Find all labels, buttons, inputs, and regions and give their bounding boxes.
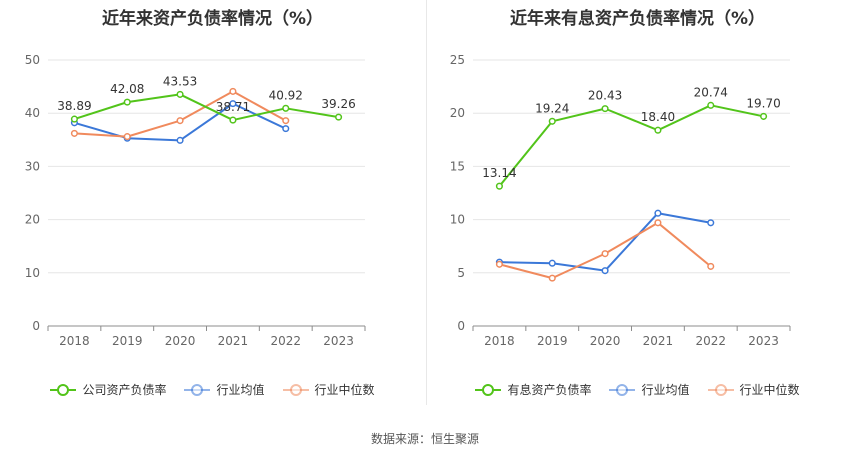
x-tick-label: 2018 (484, 334, 515, 348)
data-label: 43.53 (163, 74, 197, 88)
series-2-point[interactable] (654, 219, 662, 227)
series-0-point[interactable] (707, 101, 715, 109)
x-tick-label: 2020 (165, 334, 196, 348)
series-1-point[interactable] (654, 209, 662, 217)
y-tick-label: 50 (25, 53, 40, 67)
legend-marker-icon (50, 383, 77, 396)
legend-item-2[interactable]: 行业中位数 (707, 381, 800, 398)
series-0-point[interactable] (654, 126, 662, 134)
x-tick-label: 2023 (748, 334, 779, 348)
data-label: 39.26 (321, 97, 355, 111)
series-2-point[interactable] (70, 129, 78, 137)
series-0-point[interactable] (760, 112, 768, 120)
series-line-1 (499, 212, 711, 272)
right-chart-legend: 有息资产负债率 行业均值 行业中位数 (425, 381, 850, 398)
series-0-point[interactable] (601, 105, 609, 113)
x-tick-label: 2021 (643, 334, 674, 348)
x-tick-label: 2022 (270, 334, 301, 348)
legend-marker-icon (184, 383, 211, 396)
series-0-point[interactable] (548, 117, 556, 125)
y-tick-label: 25 (450, 53, 465, 67)
series-1-point[interactable] (601, 267, 609, 275)
series-line-0 (498, 104, 764, 187)
y-tick-label: 10 (25, 266, 40, 280)
series-2-point[interactable] (707, 262, 715, 270)
series-2-point[interactable] (282, 117, 290, 125)
y-tick-label: 40 (25, 106, 40, 120)
legend-item-1[interactable]: 行业均值 (184, 381, 265, 398)
data-source-note: 数据来源：恒生聚源 (370, 432, 479, 446)
series-1-point[interactable] (176, 136, 184, 144)
x-tick-label: 2022 (695, 334, 726, 348)
series-0-point[interactable] (495, 182, 503, 190)
data-label: 13.14 (482, 166, 516, 180)
x-tick-label: 2019 (537, 334, 568, 348)
series-0-point[interactable] (229, 116, 237, 124)
data-label: 42.08 (110, 82, 144, 96)
y-tick-label: 20 (450, 106, 465, 120)
legend-label: 行业中位数 (739, 383, 800, 397)
series-1-point[interactable] (548, 259, 556, 267)
x-tick-label: 2019 (112, 334, 143, 348)
y-tick-label: 10 (450, 213, 465, 227)
right-chart-title: 近年来有息资产负债率情况（%） (509, 9, 766, 29)
data-label: 20.74 (694, 85, 728, 99)
legend-label: 行业均值 (216, 383, 265, 397)
y-tick-label: 0 (457, 319, 465, 333)
right-line-chart: 0 5 10 15 20 25 2018 2019 2020 2021 2022 2023 13.14 1… (450, 53, 791, 348)
legend-label: 行业中位数 (314, 383, 375, 397)
data-label: 19.24 (535, 101, 569, 115)
y-tick-label: 30 (25, 159, 40, 173)
legend-marker-icon (609, 383, 636, 396)
series-0-point[interactable] (282, 104, 290, 112)
series-0-point[interactable] (70, 115, 78, 123)
series-2-point[interactable] (548, 274, 556, 282)
left-chart-title: 近年来资产负债率情况（%） (101, 9, 324, 29)
legend-item-2[interactable]: 行业中位数 (282, 381, 375, 398)
legend-marker-icon (282, 383, 309, 396)
data-label: 38.71 (216, 100, 250, 114)
y-tick-label: 0 (32, 319, 40, 333)
legend-marker-icon (707, 383, 734, 396)
series-2-point[interactable] (176, 117, 184, 125)
left-chart-panel: 近年来资产负债率情况（%） 0 10 20 30 40 50 2018 2019 2020 202… (0, 0, 425, 420)
y-tick-label: 15 (450, 159, 465, 173)
series-1-point[interactable] (282, 125, 290, 133)
right-chart-panel: 近年来有息资产负债率情况（%） 0 5 10 15 20 25 2018 2019 2020 20… (425, 0, 850, 420)
legend-item-0[interactable]: 公司资产负债率 (50, 381, 166, 398)
y-tick-label: 5 (457, 266, 465, 280)
series-2-point[interactable] (229, 87, 237, 95)
legend-item-0[interactable]: 有息资产负债率 (475, 381, 591, 398)
series-0-point[interactable] (335, 113, 343, 121)
x-tick-label: 2023 (323, 334, 354, 348)
x-tick-label: 2021 (218, 334, 249, 348)
left-line-chart: 0 10 20 30 40 50 2018 2019 2020 2021 2022 2023 38.89… (25, 53, 366, 348)
legend-label: 公司资产负债率 (82, 383, 167, 397)
series-0-point[interactable] (176, 90, 184, 98)
legend-item-1[interactable]: 行业均值 (609, 381, 690, 398)
series-line-0 (74, 93, 339, 122)
data-label: 38.89 (57, 99, 91, 113)
series-1-point[interactable] (707, 219, 715, 227)
series-0-point[interactable] (123, 98, 131, 106)
y-tick-label: 20 (25, 213, 40, 227)
legend-label: 行业均值 (641, 383, 690, 397)
series-2-point[interactable] (495, 260, 503, 268)
data-label: 19.70 (746, 96, 780, 110)
data-label: 18.40 (641, 110, 675, 124)
series-2-point[interactable] (601, 250, 609, 258)
x-tick-label: 2020 (590, 334, 621, 348)
data-label: 20.43 (588, 89, 622, 103)
x-tick-label: 2018 (59, 334, 90, 348)
legend-label: 有息资产负债率 (507, 383, 592, 397)
series-2-point[interactable] (123, 133, 131, 141)
series-1-point[interactable] (229, 100, 237, 108)
left-chart-legend: 公司资产负债率 行业均值 行业中位数 (0, 381, 425, 398)
data-label: 40.92 (269, 88, 303, 102)
legend-marker-icon (475, 383, 502, 396)
panel-divider (426, 0, 427, 405)
